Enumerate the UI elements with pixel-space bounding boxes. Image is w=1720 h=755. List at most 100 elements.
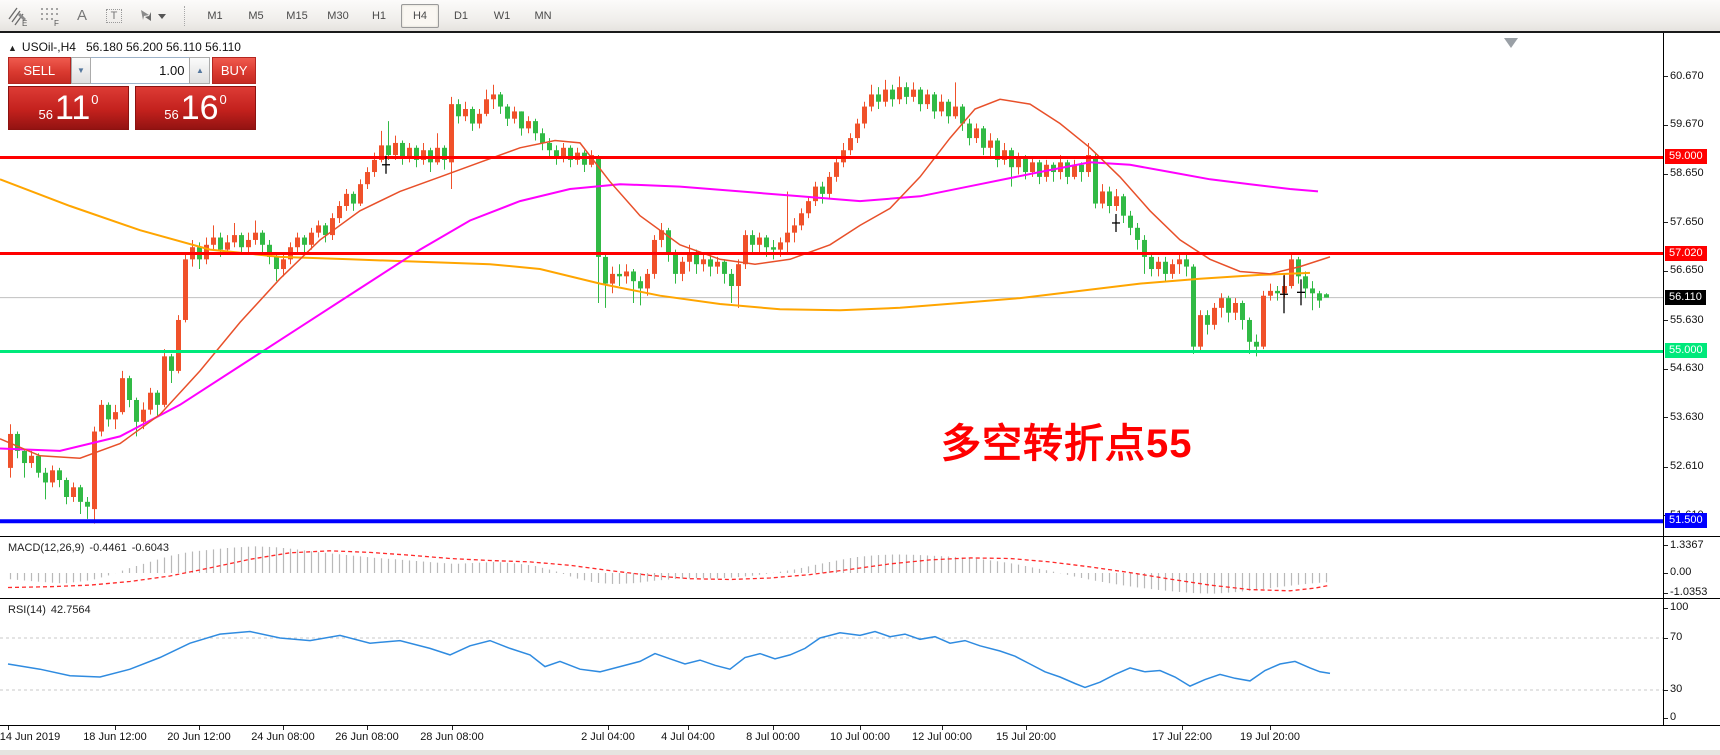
candle-body [1254, 341, 1259, 347]
arrow-objects-icon[interactable] [132, 3, 170, 29]
price-tick-label: 59.670 [1670, 118, 1704, 130]
volume-increase-button[interactable]: ▲ [189, 57, 211, 84]
price-tick [1664, 368, 1668, 370]
candle-body [736, 264, 741, 287]
candle-body [1212, 307, 1217, 325]
candle-body [113, 412, 118, 420]
candle-body [1135, 227, 1140, 240]
candle-body [400, 142, 405, 158]
price-tick-label: 53.630 [1670, 410, 1704, 423]
candle-body [617, 273, 622, 277]
toolbar: E F A T M1 M5 M15 M30 H1 H4 D1 W [0, 0, 1720, 33]
candle-body [1261, 295, 1266, 347]
fibonacci-grid-icon[interactable]: F [36, 3, 64, 29]
ma-vermillion [0, 98, 1331, 459]
price-axis[interactable]: 60.670 59.670 58.650 57.650 56.650 55.630 54.6… [1664, 33, 1720, 536]
candle-body [988, 140, 993, 148]
text-icon[interactable]: A [76, 7, 87, 24]
price-tick [1664, 417, 1668, 419]
candle-body [183, 259, 188, 320]
candle-body [687, 252, 692, 262]
candle-body [1233, 302, 1238, 313]
date-tick [773, 726, 774, 730]
chart-annotation: 多空转折点55 [941, 422, 1193, 466]
candle-body [778, 242, 783, 250]
macd-tick [1664, 592, 1668, 594]
candle-body [232, 235, 237, 243]
rsi-scale-label: 100 [1670, 601, 1689, 613]
candle-body [876, 94, 881, 102]
text-label-icon[interactable]: T [100, 3, 128, 29]
candle-body [1128, 215, 1133, 228]
date-label: 24 Jun 08:00 [251, 731, 315, 743]
timeframe-button-W1[interactable]: W1 [493, 9, 511, 22]
svg-text:F: F [54, 19, 59, 27]
indicator-pencil-icon[interactable]: E [4, 3, 32, 29]
candle-body [1275, 290, 1280, 294]
sell-price-sup: 0 [91, 92, 99, 107]
candle-body [911, 89, 916, 97]
candle-body [379, 145, 384, 160]
candle-body [715, 261, 720, 267]
buy-button[interactable]: BUY [212, 57, 257, 84]
candle-body [253, 232, 258, 240]
candle-body [260, 232, 265, 245]
ohlc-values: 56.180 56.200 56.110 56.110 [85, 40, 241, 54]
candle-body [631, 271, 636, 282]
rsi-axis[interactable]: 100 70 30 0 [1664, 599, 1720, 725]
candle-body [1170, 264, 1175, 274]
candle-body [638, 281, 643, 289]
one-click-trade-widget: SELL ▼ ▲ BUY 56 11 0 56 16 0 [8, 57, 257, 130]
sell-button[interactable]: SELL [8, 57, 71, 84]
timeframe-button-M15[interactable]: M15 [286, 9, 308, 22]
timeframe-button-MN[interactable]: MN [534, 9, 552, 22]
date-label: 20 Jun 12:00 [167, 731, 231, 743]
candle-body [1226, 298, 1231, 313]
rsi-scale-label: 70 [1670, 631, 1683, 643]
date-axis[interactable]: 14 Jun 2019 18 Jun 12:00 20 Jun 12:00 24 Ju… [0, 726, 1720, 750]
buy-price-box[interactable]: 56 16 0 [135, 86, 256, 130]
candle-body [1100, 191, 1105, 204]
candle-body [925, 94, 930, 105]
candle-body [820, 186, 825, 194]
volume-input[interactable] [91, 57, 190, 84]
macd-scale-label: 1.3367 [1670, 538, 1704, 551]
candle-body [547, 142, 552, 151]
timeframe-button-D1[interactable]: D1 [453, 9, 469, 22]
price-tick [1664, 320, 1668, 322]
candle-body [1198, 315, 1203, 347]
rsi-plot[interactable]: RSI(14) 42.7564 [0, 599, 1664, 725]
sell-price-box[interactable]: 56 11 0 [8, 86, 129, 130]
candle-body [610, 273, 615, 284]
ma-magenta [0, 161, 1319, 452]
rsi-scale-label: 30 [1670, 683, 1683, 695]
macd-axis[interactable]: 1.3367 0.00 -1.0353 [1664, 537, 1720, 598]
candle-body [708, 259, 713, 267]
candle-body [645, 273, 650, 289]
timeframe-button-H4[interactable]: H4 [401, 3, 439, 28]
macd-signal-line [7, 550, 1331, 592]
sell-price-big: 11 [54, 89, 91, 127]
candle-body [407, 147, 412, 158]
rsi-line [7, 630, 1331, 689]
price-tick [1664, 222, 1668, 224]
timeframe-button-H1[interactable]: H1 [371, 9, 387, 22]
price-plot[interactable]: ▲ USOil-,H4 56.180 56.200 56.110 56.110 SE… [0, 33, 1664, 536]
candle-body [330, 218, 335, 236]
candle-body [1023, 157, 1028, 173]
timeframe-button-M5[interactable]: M5 [248, 9, 264, 22]
date-tick [1270, 726, 1271, 730]
macd-plot[interactable]: MACD(12,26,9) -0.4461 -0.6043 [0, 537, 1664, 598]
symbol-collapse-icon[interactable]: ▲ [8, 43, 17, 53]
candle-body [358, 184, 363, 204]
volume-decrease-button[interactable]: ▼ [70, 57, 92, 84]
timeframe-button-M1[interactable]: M1 [207, 9, 223, 22]
candle-body [393, 142, 398, 156]
candle-body [869, 94, 874, 107]
candle-body [785, 232, 790, 243]
candle-body [295, 237, 300, 248]
candle-body [78, 487, 83, 502]
timeframe-button-M30[interactable]: M30 [327, 9, 349, 22]
date-label: 17 Jul 22:00 [1152, 731, 1212, 743]
